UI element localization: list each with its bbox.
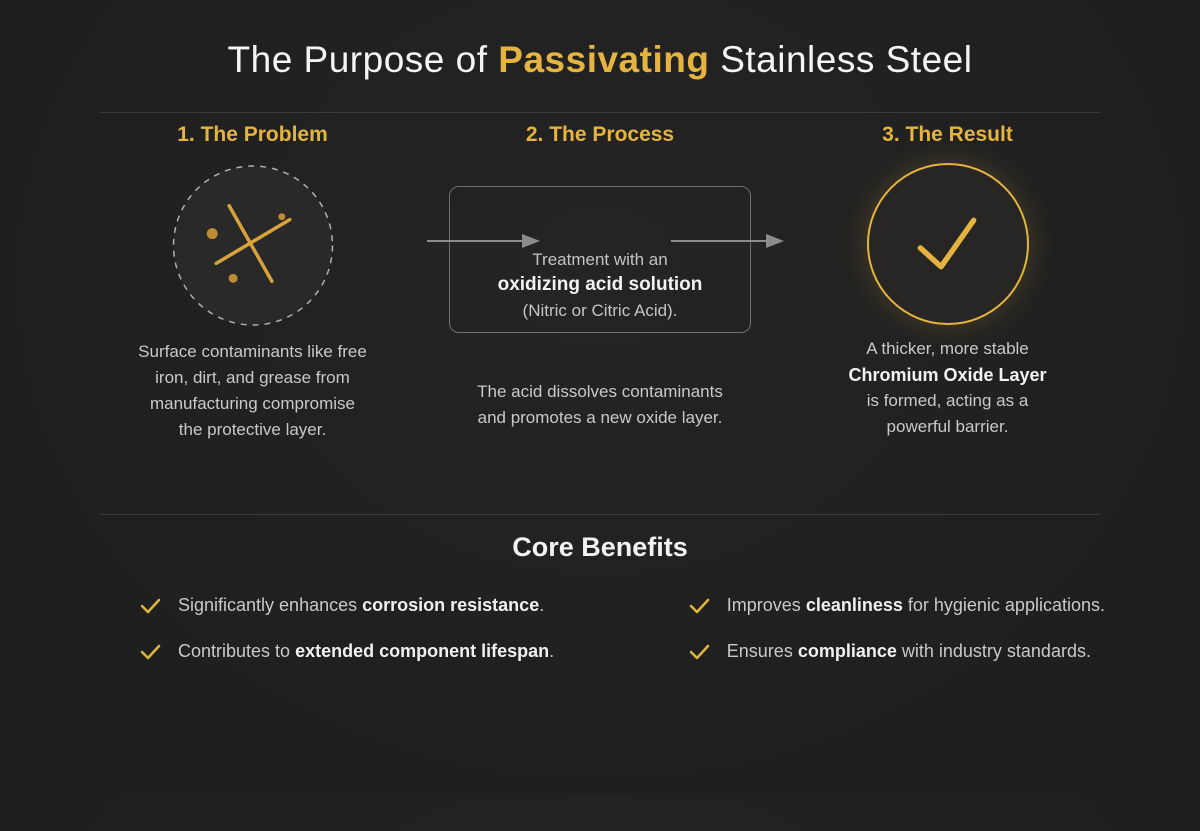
result-line-2: Chromium Oxide Layer xyxy=(848,365,1047,385)
title-prefix: The Purpose of xyxy=(227,39,499,80)
benefit-pre: Improves xyxy=(726,595,806,615)
process-box-line-1: Treatment with an xyxy=(532,250,668,269)
benefit-post: with industry standards. xyxy=(896,641,1091,661)
step-column-result: 3. The Result A thicker, more stable Chr… xyxy=(790,113,1105,443)
process-caption: The acid dissolves contaminants and prom… xyxy=(477,379,723,431)
benefit-pre: Contributes to xyxy=(178,641,296,661)
problem-heading: 1. The Problem xyxy=(177,123,328,146)
step-column-process: 2. The Process Treatment with an oxidizi… xyxy=(427,113,784,443)
benefit-pre: Ensures xyxy=(726,641,798,661)
flow-arrow-out-icon xyxy=(671,234,784,248)
process-caption-line-1: The acid dissolves contaminants xyxy=(477,382,723,401)
result-line-1: A thicker, more stable xyxy=(866,339,1029,358)
problem-description: Surface contaminants like free iron, dir… xyxy=(138,339,367,443)
check-icon xyxy=(689,598,710,613)
title-suffix: Stainless Steel xyxy=(709,39,973,80)
benefits-divider xyxy=(100,514,1100,515)
process-box-text: Treatment with an oxidizing acid solutio… xyxy=(450,247,750,323)
process-heading: 2. The Process xyxy=(525,123,675,146)
scratched-surface-icon xyxy=(172,165,333,326)
page-title: The Purpose of Passivating Stainless Ste… xyxy=(0,37,1200,82)
checkmark-icon xyxy=(917,217,976,270)
benefit-text: Significantly enhances corrosion resista… xyxy=(178,595,544,616)
benefit-item-lifespan: Contributes to extended component lifesp… xyxy=(95,641,597,662)
core-benefits-title: Core Benefits xyxy=(512,532,688,562)
benefit-bold: compliance xyxy=(797,641,897,661)
benefit-bold: extended component lifespan xyxy=(295,641,550,661)
check-icon xyxy=(140,598,161,613)
flow-arrow-in-icon xyxy=(427,234,540,248)
problem-line-3: manufacturing compromise xyxy=(149,394,355,413)
result-description: A thicker, more stable Chromium Oxide La… xyxy=(848,336,1046,440)
benefits-grid: Significantly enhances corrosion resista… xyxy=(95,595,1105,662)
success-circle xyxy=(866,163,1029,325)
benefit-item-cleanliness: Improves cleanliness for hygienic applic… xyxy=(597,595,1105,616)
benefit-bold: corrosion resistance xyxy=(362,595,540,615)
title-divider xyxy=(100,112,1100,113)
process-box: Treatment with an oxidizing acid solutio… xyxy=(427,186,784,333)
benefit-post: for hygienic applications. xyxy=(902,595,1105,615)
problem-line-4: the protective layer. xyxy=(178,420,327,439)
benefit-text: Improves cleanliness for hygienic applic… xyxy=(727,595,1105,616)
problem-line-1: Surface contaminants like free xyxy=(138,342,367,361)
result-line-4: powerful barrier. xyxy=(886,417,1009,436)
benefit-bold: cleanliness xyxy=(805,595,903,615)
benefit-pre: Significantly enhances xyxy=(178,595,363,615)
steps-row: 1. The Problem Surface contaminants like… xyxy=(95,113,1105,443)
check-icon xyxy=(140,644,161,659)
step-column-problem: 1. The Problem Surface contaminants like… xyxy=(95,113,410,443)
infographic-page: The Purpose of Passivating Stainless Ste… xyxy=(0,37,1200,831)
result-line-3: is formed, acting as a xyxy=(866,391,1029,410)
title-highlight: Passivating xyxy=(498,39,710,80)
benefit-text: Ensures compliance with industry standar… xyxy=(727,641,1091,662)
benefit-item-compliance: Ensures compliance with industry standar… xyxy=(597,641,1105,662)
benefit-text: Contributes to extended component lifesp… xyxy=(178,641,554,662)
benefit-post: . xyxy=(549,641,555,661)
result-heading: 3. The Result xyxy=(882,123,1013,146)
check-icon xyxy=(689,644,710,659)
benefit-post: . xyxy=(539,595,545,615)
process-box-line-3: (Nitric or Citric Acid). xyxy=(522,301,678,320)
process-box-line-2: oxidizing acid solution xyxy=(497,274,703,295)
problem-line-2: iron, dirt, and grease from xyxy=(155,368,350,387)
benefit-item-corrosion: Significantly enhances corrosion resista… xyxy=(95,595,597,616)
process-caption-line-2: and promotes a new oxide layer. xyxy=(477,408,723,427)
